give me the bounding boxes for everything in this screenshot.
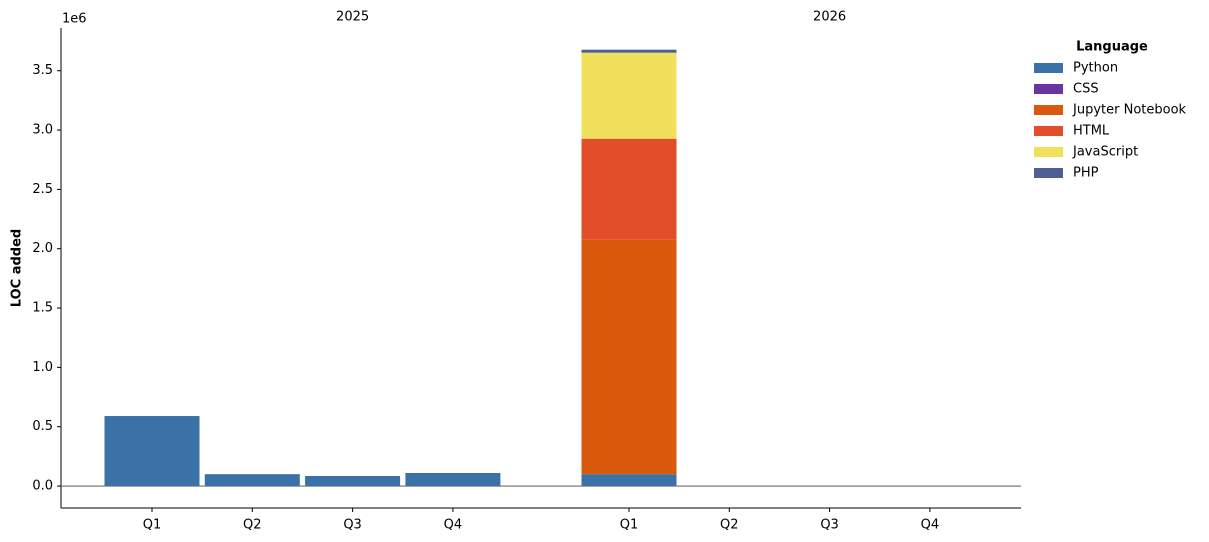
- bar-segment: [581, 474, 677, 487]
- y-tick-label: 2.0: [32, 241, 53, 256]
- y-offset-label: 1e6: [62, 12, 87, 27]
- bar-segment: [305, 475, 401, 487]
- bar-segment: [581, 49, 677, 53]
- x-tick-label: Q1: [143, 518, 162, 533]
- group-label: 2025: [336, 10, 369, 25]
- bar-segment: [405, 472, 501, 487]
- legend-label: Jupyter Notebook: [1072, 103, 1187, 118]
- y-tick-label: 0.5: [32, 419, 53, 434]
- legend-swatch: [1034, 147, 1063, 157]
- legend-label: PHP: [1073, 166, 1099, 181]
- bar-segment: [104, 416, 200, 487]
- legend-swatch: [1034, 63, 1063, 73]
- y-tick-label: 3.0: [32, 123, 53, 138]
- y-tick-label: 1.0: [32, 360, 53, 375]
- bar-segment: [204, 474, 300, 487]
- legend-label: CSS: [1073, 82, 1099, 97]
- bar-segment: [581, 138, 677, 240]
- x-tick-label: Q4: [444, 518, 463, 533]
- legend-label: HTML: [1073, 124, 1110, 139]
- y-tick-label: 3.5: [32, 63, 53, 78]
- legend-swatch: [1034, 126, 1063, 136]
- x-tick-label: Q2: [243, 518, 262, 533]
- y-tick-label: 0.0: [32, 479, 53, 494]
- x-tick-label: Q1: [620, 518, 639, 533]
- legend-swatch: [1034, 84, 1063, 94]
- y-tick-label: 1.5: [32, 301, 53, 316]
- group-label: 2026: [813, 10, 846, 25]
- bar-segment: [581, 52, 677, 139]
- x-tick-label: Q2: [720, 518, 739, 533]
- legend-swatch: [1034, 105, 1063, 115]
- x-tick-label: Q3: [343, 518, 362, 533]
- x-tick-label: Q3: [820, 518, 839, 533]
- legend-label: Python: [1073, 61, 1118, 76]
- legend-label: JavaScript: [1072, 145, 1138, 160]
- y-axis-label: LOC added: [10, 229, 25, 307]
- legend-title: Language: [1076, 40, 1148, 55]
- legend-swatch: [1034, 168, 1063, 178]
- bar-segment: [581, 239, 677, 475]
- x-tick-label: Q4: [921, 518, 940, 533]
- y-tick-label: 2.5: [32, 182, 53, 197]
